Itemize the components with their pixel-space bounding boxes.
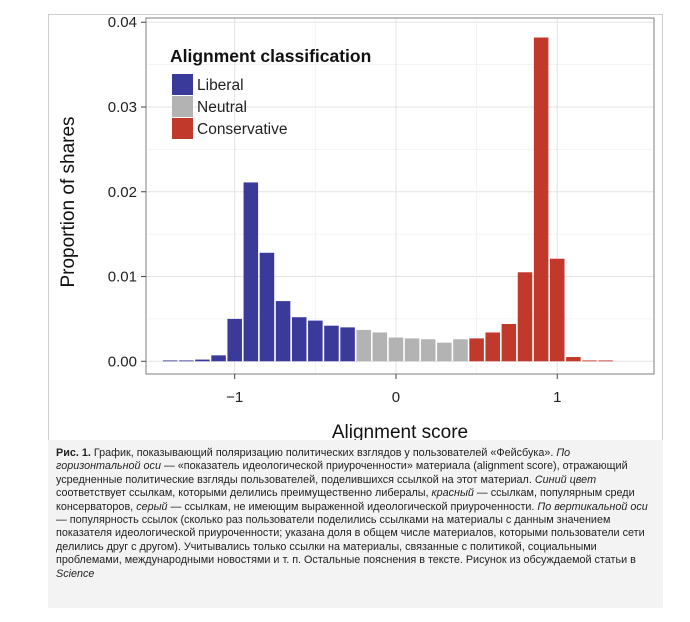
x-tick-label: −1 (226, 389, 243, 406)
bar-neutral (453, 339, 468, 362)
legend: Alignment classification Liberal Neutral C… (170, 46, 371, 139)
plot-background (146, 18, 654, 374)
caption-emphasis: По горизонтальной оси (56, 447, 571, 473)
bar-liberal (275, 301, 291, 362)
bar-liberal (211, 355, 226, 362)
caption-emphasis: красный (431, 487, 474, 500)
bar-liberal (308, 320, 323, 362)
caption-emphasis: Синий цвет (534, 473, 597, 486)
histogram-chart: 0.00 0.01 0.02 0.03 0.04 −1 0 1 Alignment score… (58, 14, 655, 440)
bar-conservative (582, 360, 597, 362)
caption-segment: График, показывающий поляризацию политич… (90, 447, 557, 459)
y-tick-label: 0.02 (108, 184, 137, 201)
bar-neutral (372, 332, 388, 362)
figure-caption: Рис. 1. График, показывающий поляризацию… (48, 440, 663, 608)
x-tick-label: 1 (553, 389, 561, 406)
caption-label: Рис. 1. (56, 447, 91, 459)
bar-liberal (340, 327, 355, 362)
bar-conservative (533, 37, 549, 362)
caption-segment: соответствует ссылкам, которыми делились… (56, 487, 432, 500)
bar-conservative (566, 357, 581, 362)
bar-liberal (195, 359, 210, 362)
bar-neutral (420, 339, 436, 362)
caption-segment: — ссылкам, не имеющим выраженной идеолог… (167, 500, 538, 513)
legend-swatch-liberal (172, 74, 193, 95)
bar-liberal (179, 360, 194, 362)
y-axis-title: Proportion of shares (58, 116, 79, 287)
bar-conservative (517, 272, 533, 362)
bar-liberal (291, 317, 307, 362)
caption-segment: — ссылкам, популярным среди консерваторо… (56, 487, 635, 513)
y-tick-label: 0.03 (108, 99, 137, 116)
plot-border (145, 17, 655, 375)
bar-conservative (485, 332, 500, 362)
bar-neutral (356, 329, 371, 362)
bar-neutral (404, 338, 420, 362)
bar-liberal (227, 318, 242, 362)
bar-conservative (549, 258, 565, 362)
bar-liberal (324, 325, 339, 362)
legend-title: Alignment classification (170, 46, 371, 66)
bar-liberal (162, 360, 178, 362)
axis-ticks: 0.00 0.01 0.02 0.03 0.04 −1 0 1 (108, 14, 562, 406)
bar-liberal (243, 182, 259, 362)
bar-neutral (437, 342, 452, 362)
legend-label-liberal: Liberal (197, 77, 244, 94)
caption-segment: — «показатель идеологической приуроченно… (56, 460, 628, 486)
caption-emphasis: Science (56, 567, 95, 580)
y-tick-label: 0.00 (108, 353, 137, 370)
caption-emphasis: серый (136, 500, 168, 513)
legend-label-conservative: Conservative (197, 121, 287, 138)
bar-neutral (388, 337, 404, 362)
caption-text: График, показывающий поляризацию политич… (56, 447, 648, 580)
caption-segment: — популярность ссылок (сколько раз польз… (56, 514, 645, 567)
x-tick-label: 0 (392, 389, 400, 406)
bar-conservative (598, 360, 613, 362)
legend-swatch-neutral (172, 96, 193, 117)
bar-liberal (259, 252, 275, 362)
y-tick-label: 0.01 (108, 269, 137, 286)
x-axis-title: Alignment score (332, 422, 468, 440)
legend-entries: Liberal Neutral Conservative (172, 74, 287, 139)
y-tick-label: 0.04 (108, 14, 137, 31)
bars (162, 37, 613, 362)
bar-conservative (469, 338, 484, 362)
legend-label-neutral: Neutral (197, 99, 247, 116)
caption-emphasis: По вертикальной оси (537, 500, 648, 513)
legend-swatch-conservative (172, 118, 193, 139)
bar-conservative (501, 323, 517, 362)
